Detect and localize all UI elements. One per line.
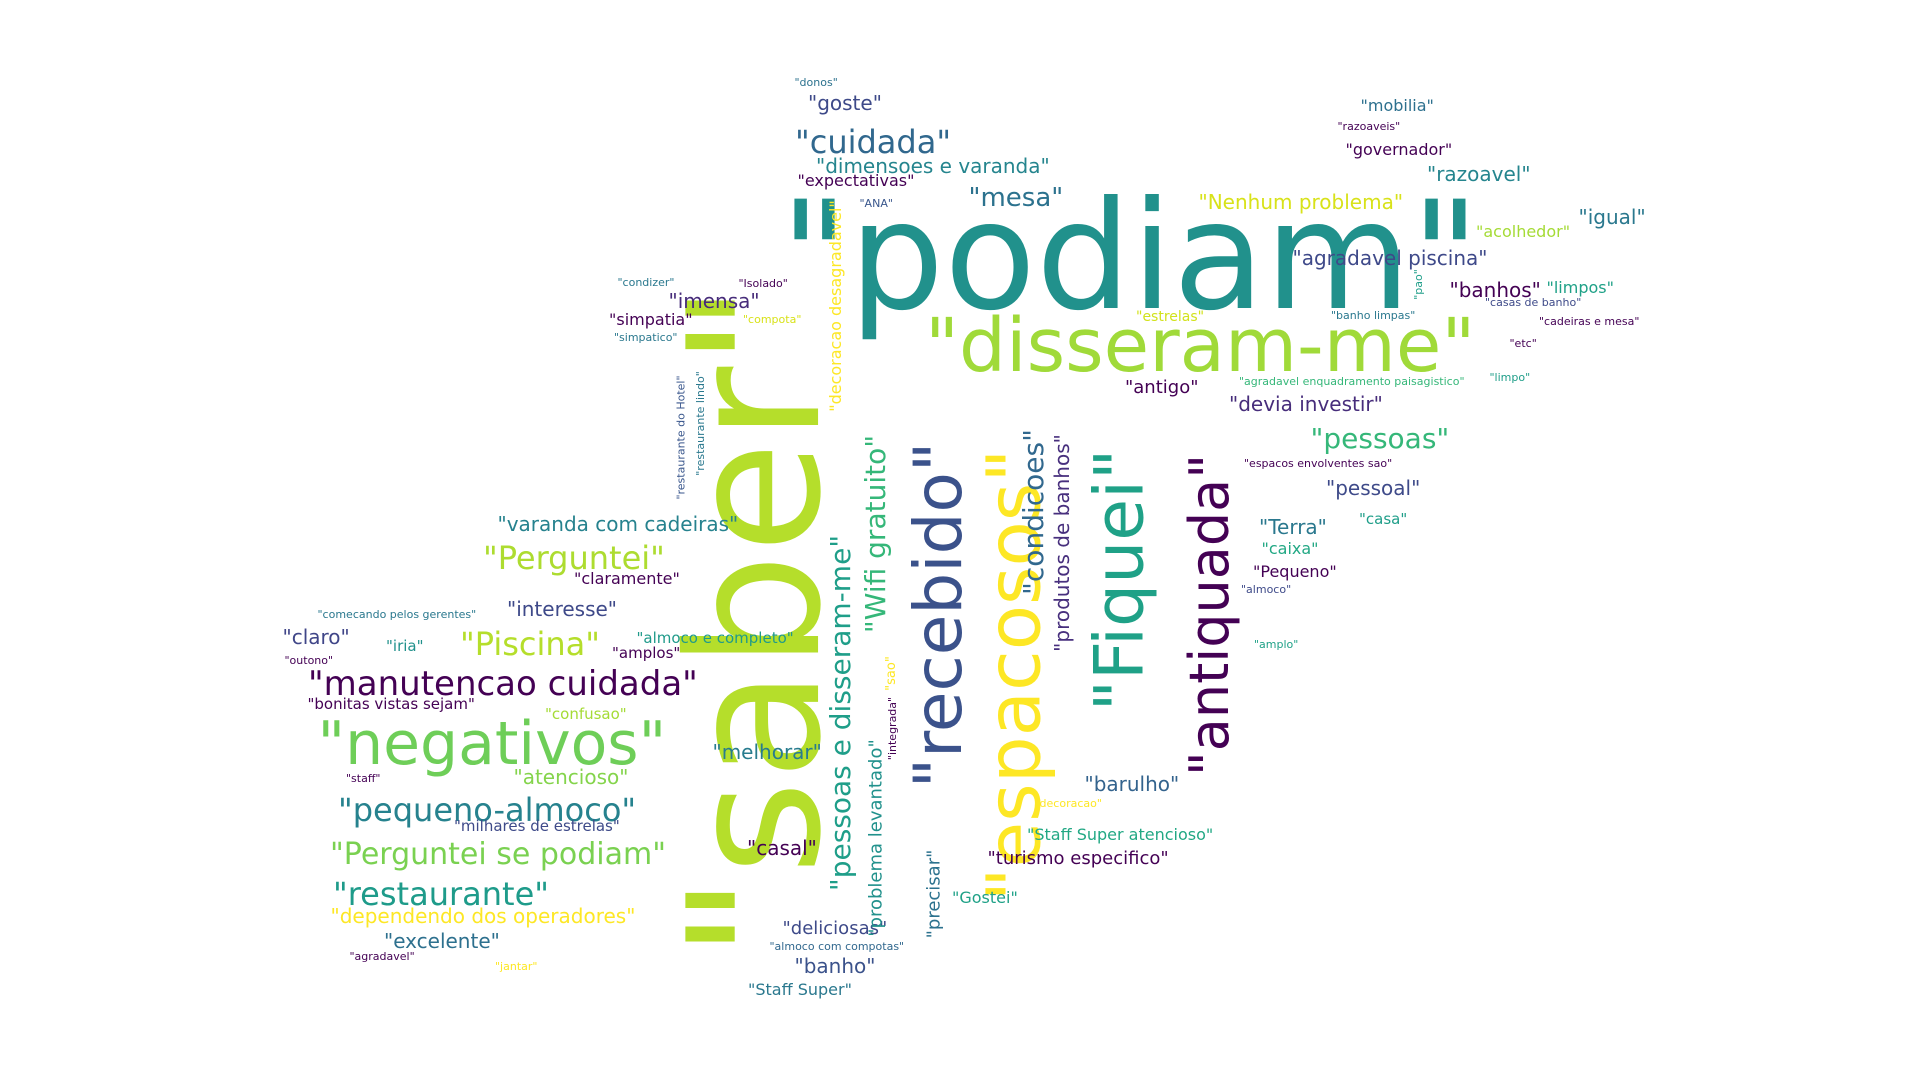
cloud-word: "casal" xyxy=(747,836,817,860)
cloud-word: "simpatico" xyxy=(614,330,678,344)
cloud-word: "produtos de banhos" xyxy=(1049,434,1074,652)
cloud-word: "pao" xyxy=(1411,268,1425,300)
cloud-word: "Wifi gratuito" xyxy=(859,434,893,634)
cloud-word: "amplos" xyxy=(612,643,681,662)
cloud-word: "banho limpas" xyxy=(1331,308,1416,322)
cloud-word: "precisar" xyxy=(922,849,944,939)
cloud-word: "dependendo dos operadores" xyxy=(330,904,636,928)
cloud-word: "agradavel piscina" xyxy=(1292,246,1488,270)
cloud-word: "restaurante lindo" xyxy=(693,370,707,476)
cloud-word: "simpatia" xyxy=(609,310,693,329)
cloud-word: "banho" xyxy=(794,954,876,978)
cloud-word: "melhorar" xyxy=(712,740,822,764)
cloud-word: "donos" xyxy=(794,75,838,89)
cloud-word: "caixa" xyxy=(1261,539,1319,558)
cloud-word: "casas de banho" xyxy=(1485,295,1582,309)
cloud-word: "Perguntei" xyxy=(483,539,665,577)
cloud-word: "acolhedor" xyxy=(1476,222,1571,241)
cloud-word: "almoco e completo" xyxy=(636,628,794,647)
cloud-word: "mobilia" xyxy=(1360,96,1434,115)
cloud-word: "Piscina" xyxy=(460,625,600,663)
cloud-word: "comecando pelos gerentes" xyxy=(317,607,477,621)
cloud-word: "jantar" xyxy=(495,959,538,973)
cloud-word: "claro" xyxy=(282,625,350,649)
cloud-word: "Nenhum problema" xyxy=(1198,190,1404,214)
cloud-word: "turismo especifico" xyxy=(987,848,1169,869)
cloud-word: "imensa" xyxy=(668,289,760,313)
cloud-word: "etc" xyxy=(1509,336,1537,350)
cloud-word: "condizer" xyxy=(617,275,675,289)
cloud-word: "cadeiras e mesa" xyxy=(1539,314,1640,328)
cloud-word: "antigo" xyxy=(1125,377,1199,398)
cloud-word: "staff" xyxy=(346,771,381,785)
cloud-word: "barulho" xyxy=(1084,772,1180,796)
cloud-word: "cuidada" xyxy=(795,123,952,161)
cloud-word: "decoracao" xyxy=(1034,796,1102,810)
cloud-word: "razoaveis" xyxy=(1337,119,1401,133)
cloud-word: "Terra" xyxy=(1259,515,1327,539)
cloud-word: "espacos envolventes sao" xyxy=(1244,456,1393,470)
cloud-word: "agradavel" xyxy=(349,949,415,963)
cloud-word: "iria" xyxy=(386,636,424,655)
cloud-word: "razoavel" xyxy=(1427,162,1531,186)
cloud-word: "claramente" xyxy=(574,569,680,588)
cloud-word: "limpo" xyxy=(1489,370,1531,384)
cloud-word: "devia investir" xyxy=(1229,392,1383,416)
cloud-word: "Staff Super" xyxy=(748,980,852,999)
cloud-word: "negativos" xyxy=(317,709,667,779)
cloud-word: "problema levantado" xyxy=(865,739,887,937)
cloud-word: "manutencao cuidada" xyxy=(308,664,698,704)
cloud-word: "Gostei" xyxy=(952,888,1018,907)
cloud-word: "Pequeno" xyxy=(1253,562,1337,581)
cloud-word: "restaurante do Hotel" xyxy=(674,374,688,500)
cloud-word: "milhares de estrelas" xyxy=(454,816,620,835)
cloud-word: "igual" xyxy=(1578,205,1646,229)
cloud-word: "deliciosas" xyxy=(782,918,888,939)
cloud-word: "recebido" xyxy=(900,441,978,789)
cloud-word: "pessoas" xyxy=(1310,422,1450,455)
cloud-word: "Staff Super atencioso" xyxy=(1027,825,1214,844)
cloud-word: "decoracao desagradavel" xyxy=(825,200,845,412)
cloud-word: "almoco com compotas" xyxy=(769,939,905,953)
cloud-word: "podiam" xyxy=(780,170,1480,344)
cloud-word: "interesse" xyxy=(507,597,618,621)
cloud-word: "mesa" xyxy=(968,183,1064,213)
cloud-word: "goste" xyxy=(808,91,882,115)
cloud-word: "estrelas" xyxy=(1136,309,1205,325)
cloud-word: "compota" xyxy=(743,312,802,326)
cloud-word: "confusao" xyxy=(545,704,627,723)
cloud-word: "Perguntei se podiam" xyxy=(330,837,667,872)
cloud-word: "varanda com cadeiras" xyxy=(497,512,739,536)
cloud-word: "restaurante" xyxy=(333,875,549,913)
cloud-word: "outono" xyxy=(284,653,334,667)
cloud-word: "integrada" xyxy=(885,696,899,760)
cloud-word: "condicoes" xyxy=(1016,429,1050,595)
cloud-word: "almoco" xyxy=(1241,582,1292,596)
cloud-word: "limpos" xyxy=(1546,278,1614,297)
cloud-word: "pessoal" xyxy=(1326,476,1421,500)
cloud-word: "disseram-me" xyxy=(925,303,1476,389)
cloud-word: "pessoas e disseram-me" xyxy=(824,534,858,892)
cloud-word: "dimensoes e varanda" xyxy=(816,154,1050,178)
cloud-word: "expectativas" xyxy=(797,171,915,190)
cloud-word: "ANA" xyxy=(859,196,893,210)
cloud-word: "Fiquei" xyxy=(1079,448,1159,712)
cloud-word: "Isolado" xyxy=(738,276,788,290)
cloud-word: "pequeno-almoco" xyxy=(338,791,637,829)
cloud-word: "antiquada" xyxy=(1178,453,1242,777)
cloud-word: "casa" xyxy=(1359,509,1408,528)
cloud-word: "bonitas vistas sejam" xyxy=(307,694,475,713)
cloud-word: "atencioso" xyxy=(513,765,629,789)
cloud-word: "governador" xyxy=(1345,140,1453,159)
cloud-word: "agradavel enquadramento paisagistico" xyxy=(1239,374,1465,388)
cloud-word: "amplo" xyxy=(1254,637,1299,651)
cloud-word: "banhos" xyxy=(1449,278,1541,302)
cloud-word: "excelente" xyxy=(384,929,500,953)
cloud-word: "sao" xyxy=(883,655,899,691)
